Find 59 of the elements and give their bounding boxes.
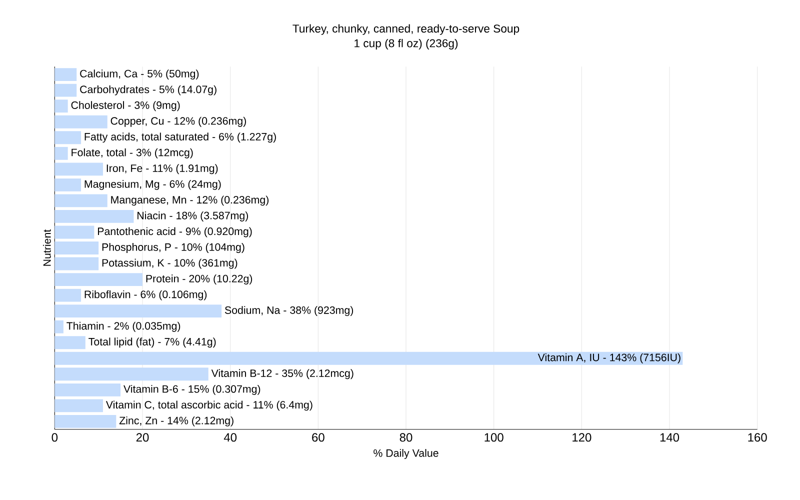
y-tick-label: Phosphorus, P - 10% (104mg) [102,243,244,253]
bar [54,100,68,113]
bar [54,162,103,176]
bar [54,320,64,334]
x-axis-title: % Daily Value [374,449,438,459]
x-tick-label: 120 [572,433,592,442]
bar [54,194,108,208]
y-tick-label: Total lipid (fat) - 7% (4.41g) [88,338,216,348]
bar [54,352,683,365]
bar [54,304,222,318]
x-tick-label: 160 [748,433,767,442]
y-tick-label: Cholesterol - 3% (9mg) [71,101,180,112]
x-tick-label: 20 [136,433,149,442]
y-tick-label: Iron, Fe - 11% (1.91mg) [106,164,218,174]
x-tick-label: 40 [224,433,237,442]
bar [54,115,108,128]
y-tick-label: Magnesium, Mg - 6% (24mg) [84,180,221,190]
chart-subtitle: 1 cup (8 fl oz) (236g) [354,38,458,50]
bar [54,414,116,428]
bar [54,68,77,82]
bar [54,178,82,192]
bar [54,226,94,239]
y-tick-label: Fatty acids, total saturated - 6% (1.227g) [84,132,276,143]
y-tick-label: Protein - 20% (10.22g) [146,274,252,285]
y-tick-label: Folate, total - 3% (12mcg) [72,148,193,158]
bar [54,383,121,396]
y-tick-label: Copper, Cu - 12% (0.236mg) [110,116,246,127]
x-tick-label: 60 [312,433,324,442]
y-tick-label: Manganese, Mn - 12% (0.236mg) [111,196,269,206]
y-tick-label: Riboflavin - 6% (0.106mg) [84,290,207,300]
y-tick-label: Vitamin B-12 - 35% (2.12mcg) [211,369,354,380]
x-tick-label: 100 [484,433,504,442]
x-tick-label: 80 [400,433,412,442]
x-tick-label: 0 [52,433,58,442]
y-tick-label: Niacin - 18% (3.587mg) [138,211,248,222]
bar [54,399,103,412]
y-tick-label: Pantothenic acid - 9% (0.920mg) [98,227,252,238]
y-tick-label: Potassium, K - 10% (361mg) [102,258,238,269]
x-tick-label: 140 [660,433,680,442]
bar [54,288,82,302]
bar [54,336,86,350]
y-tick-label: Sodium, Na - 38% (923mg) [224,306,354,316]
y-axis-title: Nutrient [43,229,51,266]
y-tick-label: Calcium, Ca - 5% (50mg) [80,70,199,80]
bar [54,131,82,144]
y-tick-label: Carbohydrates - 5% (14.07g) [80,85,216,96]
y-tick-label: Vitamin C, total ascorbic acid - 11% (6.4mg) [106,400,312,411]
chart-title: Turkey, chunky, canned, ready-to-serve Soup [292,24,520,35]
bar [54,210,134,223]
bar [54,242,99,254]
bar [54,273,142,286]
y-tick-label: Vitamin B-6 - 15% (0.307mg) [124,384,260,395]
bar [54,368,208,381]
y-tick-label: Zinc, Zn - 14% (2.12mg) [119,416,234,426]
y-tick-label: Thiamin - 2% (0.035mg) [66,322,180,332]
y-tick-label: Vitamin A, IU - 143% (7156IU) [538,353,680,364]
bar [54,257,99,270]
bar [54,146,68,160]
bar [54,84,77,97]
